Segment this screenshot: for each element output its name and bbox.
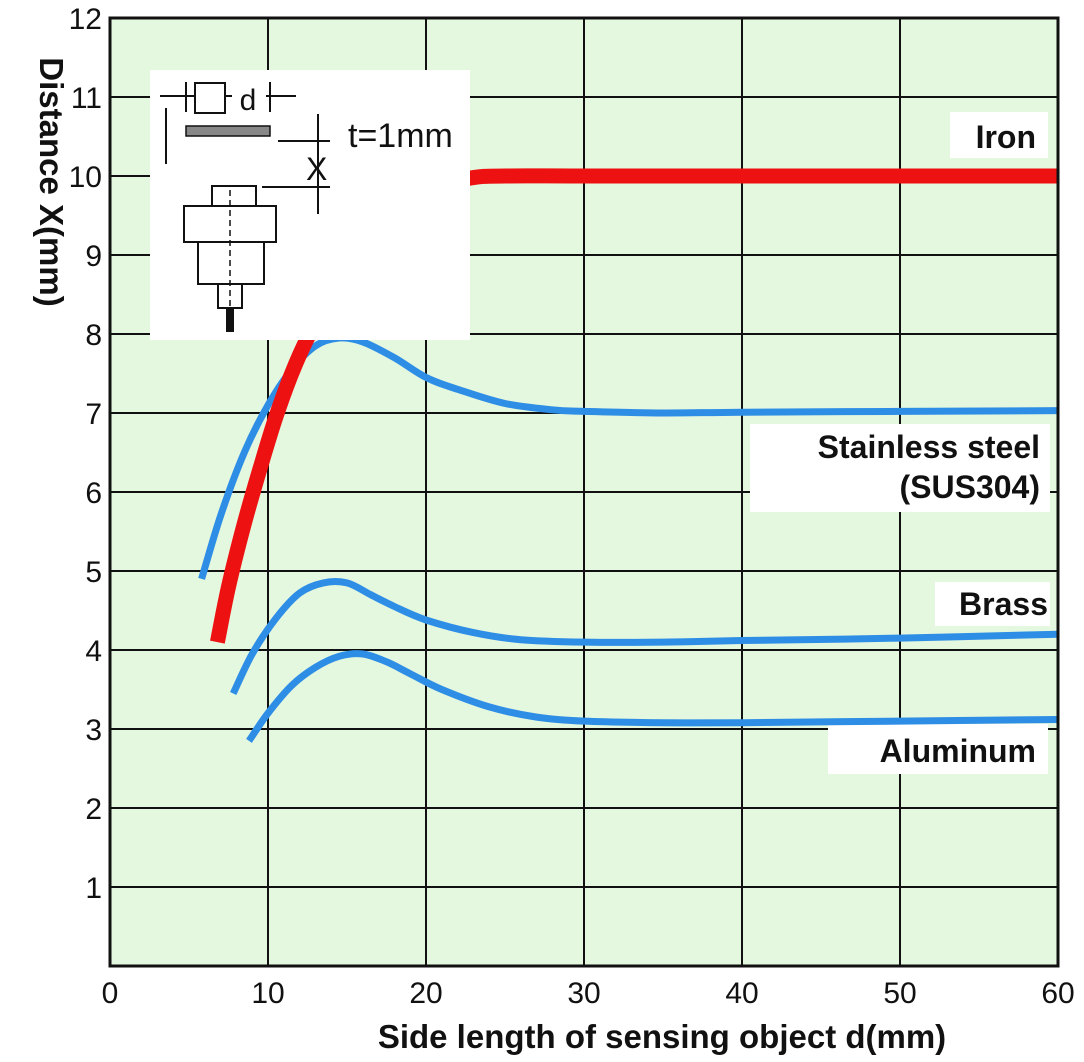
y-tick-label: 12: [69, 3, 102, 36]
series-label-brass: Brass: [959, 586, 1048, 622]
aluminum-label-bg: [828, 724, 1048, 774]
y-tick-label: 1: [85, 872, 102, 905]
series-line-stainless-steel: [198, 334, 1059, 580]
x-tick-label: 0: [102, 977, 119, 1010]
y-tick-label: 8: [85, 319, 102, 352]
x-tick-labels: 0 10 20 30 40 50 60: [102, 977, 1075, 1010]
inset-d-label: d: [240, 84, 257, 117]
iron-label-bg: [950, 112, 1048, 158]
series-label-stainless: Stainless steel: [818, 429, 1040, 465]
d-label-bg: [232, 80, 266, 114]
series-label-iron: Iron: [976, 119, 1036, 155]
x-tick-label: 30: [567, 977, 600, 1010]
y-tick-label: 3: [85, 714, 102, 747]
sensor-head: [211, 185, 257, 207]
x-tick-label: 60: [1041, 977, 1074, 1010]
x-tick-label: 10: [251, 977, 284, 1010]
sensing-object-plate: [185, 125, 271, 137]
series-line-brass: [230, 577, 1059, 696]
y-tick-label: 11: [71, 82, 102, 115]
sensor-cable: [226, 308, 234, 332]
sensor-inset-diagram: d t=1mm X: [150, 70, 470, 340]
x-tick-label: 20: [409, 977, 442, 1010]
inset-t-label: t=1mm: [348, 117, 453, 155]
square-symbol: [194, 82, 226, 114]
x-tick-label: 50: [883, 977, 916, 1010]
sensor-body: [197, 241, 265, 285]
y-tick-label: 10: [69, 161, 102, 194]
x-tick-label: 40: [725, 977, 758, 1010]
y-tick-label: 5: [85, 556, 102, 589]
y-tick-label: 6: [85, 477, 102, 510]
y-axis-title: Distance X(mm): [33, 57, 70, 306]
brass-label-bg: [935, 582, 1050, 626]
y-tick-label: 2: [85, 793, 102, 826]
y-tick-label: 4: [85, 635, 102, 668]
plot-frame: [108, 16, 1060, 968]
y-tick-label: 9: [85, 240, 102, 273]
series-label-stainless-line2: (SUS304): [900, 469, 1041, 505]
series-label-aluminum: Aluminum: [880, 733, 1036, 769]
inset-x-label: X: [306, 151, 327, 187]
stainless-label-bg: [750, 424, 1050, 512]
x-axis-title: Side length of sensing object d(mm): [378, 1018, 946, 1055]
series-line-aluminum: [246, 650, 1059, 743]
y-tick-label: 7: [85, 398, 102, 431]
